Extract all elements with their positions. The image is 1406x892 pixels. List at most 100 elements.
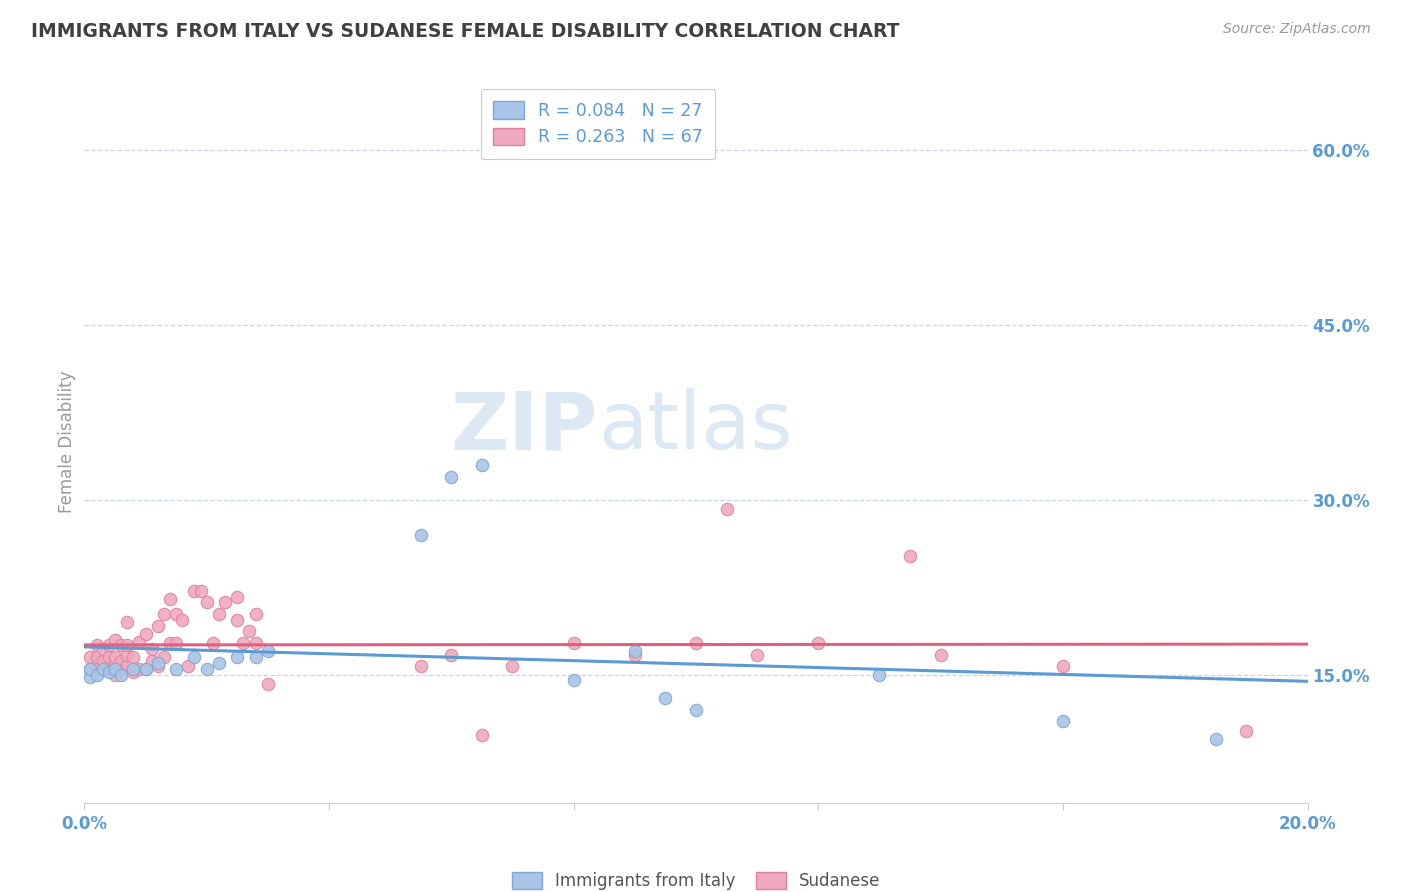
Point — [146, 656, 169, 670]
Point — [104, 650, 127, 665]
Point — [86, 667, 108, 681]
Point — [122, 650, 145, 665]
Point — [685, 702, 707, 716]
Point — [79, 650, 101, 665]
Point — [1205, 731, 1227, 746]
Point — [716, 502, 738, 516]
Point — [245, 650, 267, 665]
Point — [97, 639, 120, 653]
Text: IMMIGRANTS FROM ITALY VS SUDANESE FEMALE DISABILITY CORRELATION CHART: IMMIGRANTS FROM ITALY VS SUDANESE FEMALE… — [31, 22, 900, 41]
Point — [226, 613, 249, 627]
Point — [146, 618, 169, 632]
Point — [141, 642, 163, 657]
Point — [79, 662, 101, 676]
Point — [208, 607, 231, 621]
Point — [177, 659, 200, 673]
Point — [929, 648, 952, 662]
Point — [440, 648, 463, 662]
Point — [245, 636, 267, 650]
Point — [115, 615, 138, 630]
Point — [79, 670, 101, 684]
Point — [110, 639, 132, 653]
Point — [245, 607, 267, 621]
Point — [471, 458, 494, 472]
Point — [135, 662, 157, 676]
Point — [110, 654, 132, 668]
Point — [502, 659, 524, 673]
Point — [898, 549, 921, 563]
Point — [86, 639, 108, 653]
Text: ZIP: ZIP — [451, 388, 598, 467]
Point — [91, 642, 114, 657]
Point — [562, 636, 585, 650]
Point — [159, 636, 181, 650]
Y-axis label: Female Disability: Female Disability — [58, 370, 76, 513]
Point — [135, 627, 157, 641]
Point — [624, 648, 647, 662]
Point — [104, 632, 127, 647]
Point — [807, 636, 830, 650]
Point — [86, 662, 108, 676]
Point — [183, 650, 205, 665]
Point — [1052, 659, 1074, 673]
Point — [141, 654, 163, 668]
Point — [226, 650, 249, 665]
Point — [97, 665, 120, 680]
Legend: Immigrants from Italy, Sudanese: Immigrants from Italy, Sudanese — [502, 862, 890, 892]
Point — [86, 650, 108, 665]
Point — [257, 644, 280, 658]
Point — [685, 636, 707, 650]
Point — [122, 665, 145, 680]
Point — [214, 595, 236, 609]
Point — [440, 469, 463, 483]
Point — [1052, 714, 1074, 729]
Point — [195, 662, 218, 676]
Point — [110, 667, 132, 681]
Point — [79, 662, 101, 676]
Point — [115, 658, 138, 673]
Point — [91, 662, 114, 676]
Point — [115, 648, 138, 662]
Point — [238, 624, 260, 639]
Text: atlas: atlas — [598, 388, 793, 467]
Point — [624, 644, 647, 658]
Point — [409, 659, 432, 673]
Point — [97, 662, 120, 676]
Point — [471, 728, 494, 742]
Point — [115, 639, 138, 653]
Point — [128, 635, 150, 649]
Point — [104, 658, 127, 673]
Point — [135, 662, 157, 676]
Point — [104, 662, 127, 676]
Point — [226, 590, 249, 604]
Point — [91, 654, 114, 668]
Point — [91, 662, 114, 676]
Text: Source: ZipAtlas.com: Source: ZipAtlas.com — [1223, 22, 1371, 37]
Point — [172, 613, 194, 627]
Point — [654, 690, 676, 705]
Point — [409, 528, 432, 542]
Point — [97, 650, 120, 665]
Point — [104, 667, 127, 681]
Point — [110, 662, 132, 676]
Point — [153, 607, 176, 621]
Point — [153, 650, 176, 665]
Point — [562, 673, 585, 688]
Point — [165, 662, 187, 676]
Point — [159, 591, 181, 606]
Point — [146, 659, 169, 673]
Point — [183, 583, 205, 598]
Point — [869, 667, 891, 681]
Point — [122, 662, 145, 676]
Point — [747, 648, 769, 662]
Point — [195, 595, 218, 609]
Point — [257, 677, 280, 691]
Point — [165, 607, 187, 621]
Point — [232, 636, 254, 650]
Point — [201, 636, 224, 650]
Point — [190, 583, 212, 598]
Point — [165, 636, 187, 650]
Point — [128, 662, 150, 676]
Point — [1236, 723, 1258, 738]
Point — [208, 656, 231, 670]
